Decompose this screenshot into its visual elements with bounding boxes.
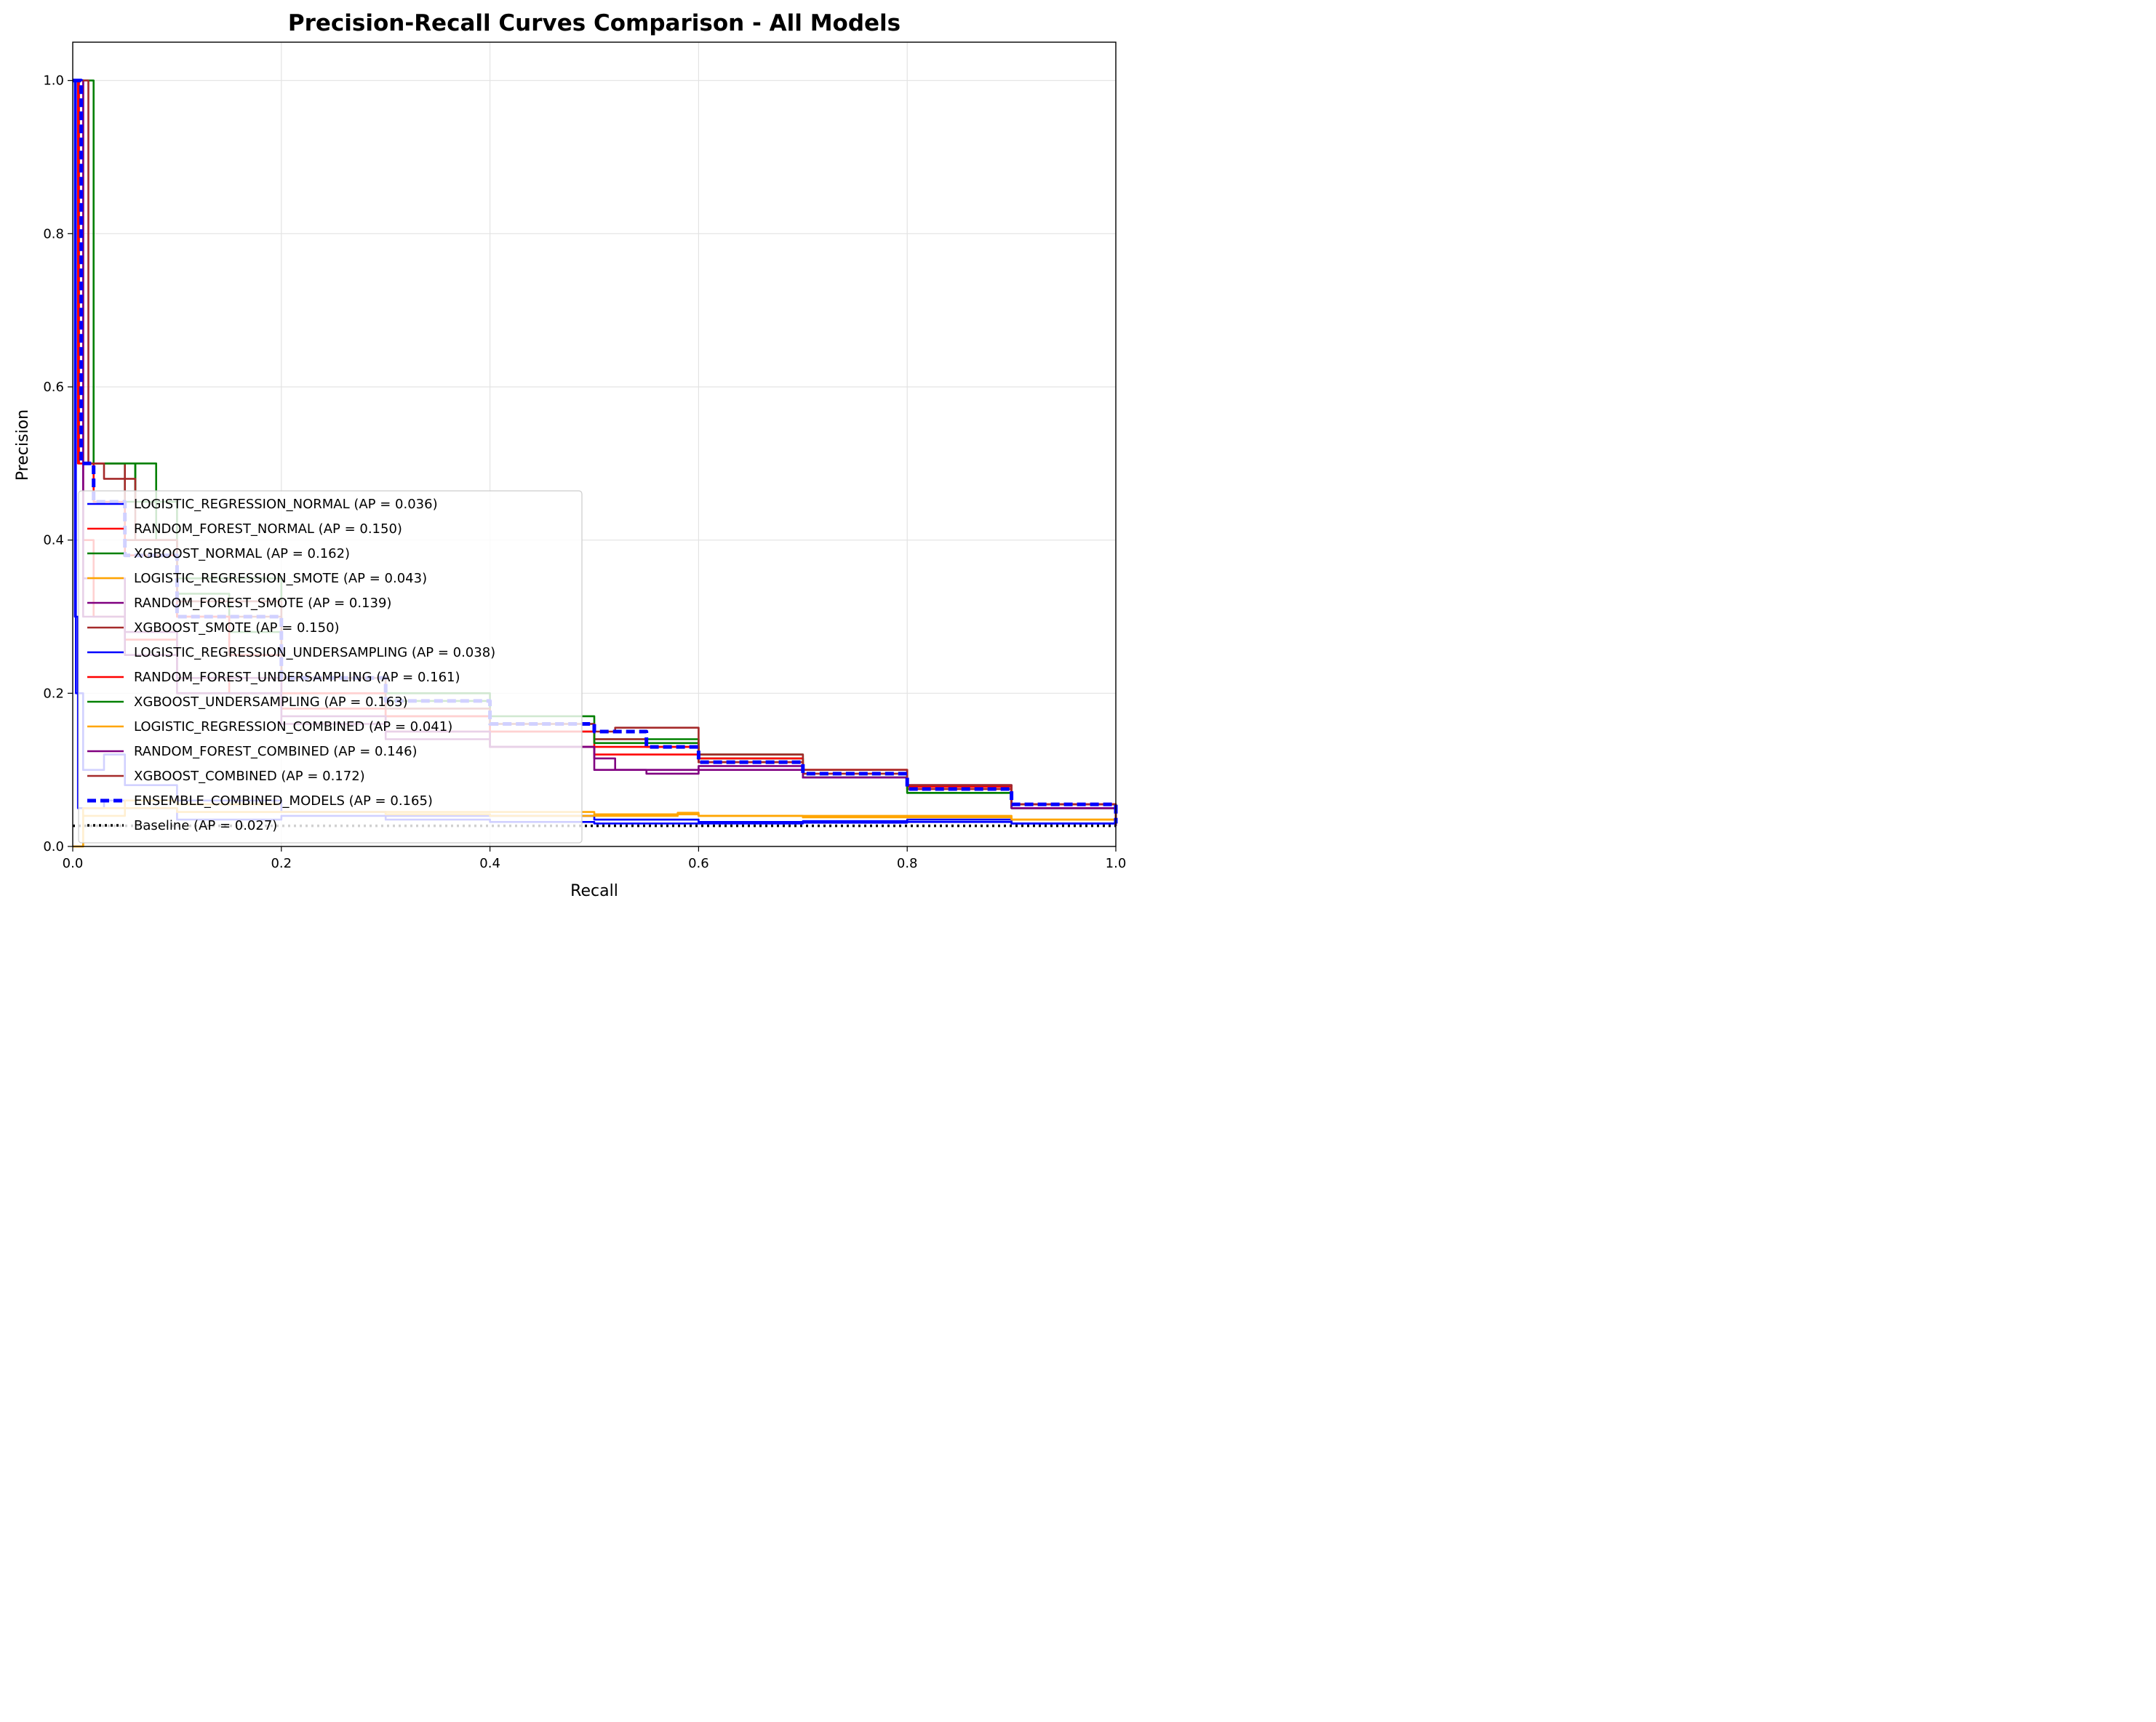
y-tick-label: 1.0 (43, 73, 64, 89)
legend-label: LOGISTIC_REGRESSION_NORMAL (AP = 0.036) (134, 497, 438, 512)
legend-label: LOGISTIC_REGRESSION_SMOTE (AP = 0.043) (134, 571, 427, 586)
y-tick-label: 0.8 (43, 226, 64, 241)
chart-root: Precision-Recall Curves Comparison - All… (0, 0, 1138, 909)
ticks: 0.0 0.2 0.4 0.6 0.8 1.0 0.0 0.2 0.4 0.6 0.8 1.0 (43, 73, 1126, 871)
legend-label: XGBOOST_NORMAL (AP = 0.162) (134, 546, 350, 561)
legend-label: RANDOM_FOREST_NORMAL (AP = 0.150) (134, 521, 402, 537)
legend-label: Baseline (AP = 0.027) (134, 818, 277, 833)
y-tick-label: 0.0 (43, 839, 64, 854)
legend-label: XGBOOST_UNDERSAMPLING (AP = 0.163) (134, 694, 408, 710)
x-axis-label: Recall (570, 882, 618, 900)
x-tick-label: 0.6 (688, 856, 709, 871)
legend-label: LOGISTIC_REGRESSION_UNDERSAMPLING (AP = … (134, 645, 495, 660)
legend-label: LOGISTIC_REGRESSION_COMBINED (AP = 0.041… (134, 719, 452, 734)
y-tick-label: 0.2 (43, 686, 64, 701)
legend-label: RANDOM_FOREST_COMBINED (AP = 0.146) (134, 744, 418, 759)
legend-label: XGBOOST_SMOTE (AP = 0.150) (134, 620, 340, 636)
legend: LOGISTIC_REGRESSION_NORMAL (AP = 0.036) R… (78, 490, 583, 844)
legend-label: RANDOM_FOREST_SMOTE (AP = 0.139) (134, 596, 391, 611)
pr-curve-chart: Precision-Recall Curves Comparison - All… (14, 10, 1126, 900)
legend-label: RANDOM_FOREST_UNDERSAMPLING (AP = 0.161) (134, 670, 460, 685)
y-axis-label: Precision (14, 409, 32, 481)
chart-title: Precision-Recall Curves Comparison - All… (288, 10, 901, 36)
x-tick-label: 1.0 (1106, 856, 1127, 871)
y-tick-label: 0.4 (43, 533, 64, 548)
plot-frame (72, 41, 1117, 847)
x-tick-label: 0.0 (63, 856, 84, 871)
y-tick-label: 0.6 (43, 380, 64, 395)
x-tick-label: 0.2 (271, 856, 292, 871)
legend-label: XGBOOST_COMBINED (AP = 0.172) (134, 769, 365, 784)
x-tick-label: 0.8 (897, 856, 918, 871)
legend-label: ENSEMBLE_COMBINED_MODELS (AP = 0.165) (134, 793, 433, 809)
x-tick-label: 0.4 (479, 856, 500, 871)
legend-box (78, 490, 583, 844)
